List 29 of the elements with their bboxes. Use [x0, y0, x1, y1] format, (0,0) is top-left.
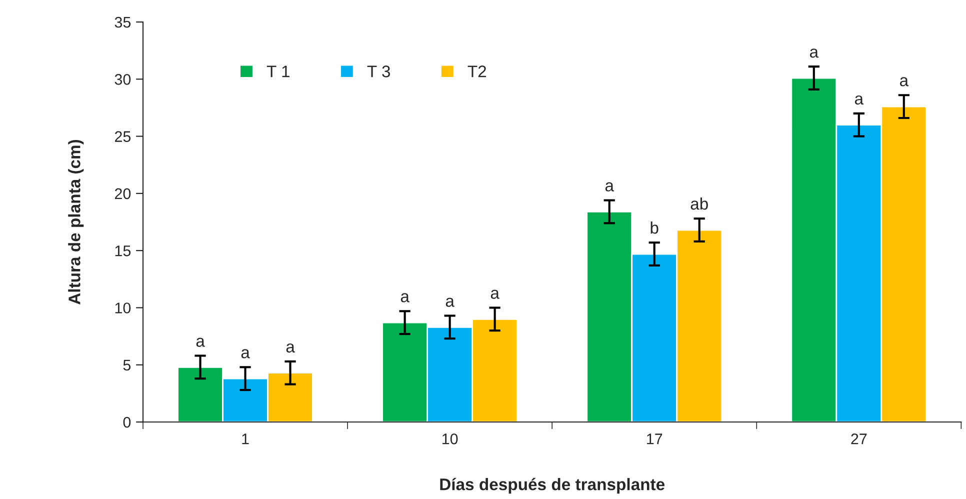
x-tick-label: 27 — [851, 434, 867, 444]
data-label: b — [650, 221, 658, 234]
y-tick-label: 30 — [114, 74, 131, 85]
data-label: a — [854, 95, 864, 105]
y-tick-label: 5 — [123, 360, 131, 371]
data-label: a — [286, 343, 295, 353]
x-tick-label: 10 — [442, 434, 458, 444]
y-tick-label: 20 — [114, 188, 131, 200]
data-label: a — [490, 290, 500, 299]
y-tick-label: 25 — [114, 131, 131, 142]
data-label: a — [810, 48, 819, 58]
y-tick-label: 35 — [114, 16, 131, 28]
data-label: a — [605, 182, 614, 192]
x-axis-title: Días después de transplante — [440, 478, 665, 494]
x-tick-label: 1 — [242, 434, 249, 444]
y-tick-label: 0 — [123, 416, 131, 428]
data-label: a — [196, 338, 205, 347]
legend-label: T2 — [468, 66, 486, 78]
y-tick-label: 10 — [115, 302, 131, 314]
data-label: a — [900, 77, 909, 86]
data-label: ab — [690, 197, 708, 210]
data-label: a — [446, 298, 454, 307]
y-tick-label: 15 — [115, 246, 131, 256]
legend-label: T 1 — [266, 66, 290, 78]
data-label: a — [241, 349, 250, 358]
legend-label: T 3 — [367, 66, 390, 78]
data-label: a — [400, 293, 410, 302]
x-tick-label: 17 — [647, 434, 662, 444]
y-axis-title: Altura de planta (cm) — [68, 140, 84, 304]
